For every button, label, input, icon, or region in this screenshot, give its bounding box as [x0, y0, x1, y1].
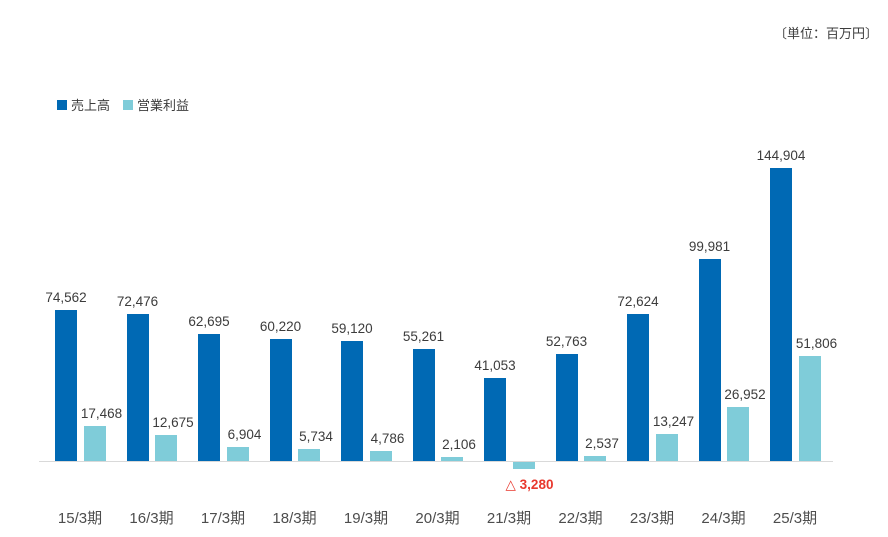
value-label-sales: 59,120 [331, 321, 373, 337]
bar-sales [555, 354, 578, 461]
value-label-profit: 6,904 [227, 427, 262, 443]
value-label-sales: 74,562 [45, 290, 87, 306]
bar-profit-negative [512, 462, 535, 469]
unit-label: 〔単位：百万円〕 [773, 26, 878, 41]
value-label-sales: 144,904 [756, 148, 806, 163]
bar-profit [155, 435, 177, 461]
value-label-profit: 17,468 [80, 405, 123, 421]
legend-item-profit: 営業利益 [123, 95, 189, 114]
bar-sales [198, 334, 220, 461]
x-axis-label: 25/3期 [772, 510, 818, 527]
x-axis-label: 22/3期 [558, 510, 603, 527]
x-axis-label: 19/3期 [343, 510, 389, 527]
bar-sales [627, 314, 649, 461]
bar-sales [341, 341, 363, 461]
legend-swatch-profit [123, 99, 134, 110]
bar-sales [269, 339, 292, 461]
value-label-sales: 72,624 [617, 294, 659, 310]
legend-item-sales: 売上高 [57, 95, 110, 114]
x-axis-label: 23/3期 [629, 510, 675, 527]
value-label-sales: 72,476 [116, 294, 159, 310]
x-axis-label: 21/3期 [486, 510, 532, 527]
chart-legend: 売上高 営業利益 [57, 95, 189, 114]
bar-profit [298, 449, 320, 461]
value-label-profit-negative: △ 3,280 [505, 476, 554, 492]
value-label-profit: 5,734 [299, 429, 333, 445]
bar-sales [484, 377, 506, 461]
x-axis-label: 16/3期 [129, 510, 174, 527]
legend-label-profit: 営業利益 [137, 98, 190, 113]
bar-sales [698, 258, 721, 461]
bar-sales [770, 168, 792, 461]
value-label-profit: 26,952 [724, 386, 766, 402]
value-label-sales: 60,220 [259, 319, 302, 335]
bar-profit [727, 406, 749, 461]
value-label-sales: 55,261 [402, 329, 445, 345]
value-label-profit: 2,106 [442, 436, 476, 452]
x-axis-label: 17/3期 [200, 510, 246, 527]
bar-profit [83, 425, 106, 461]
bar-sales [412, 349, 435, 461]
value-label-profit: 12,675 [152, 415, 194, 431]
value-label-profit: 13,247 [652, 414, 695, 430]
value-label-profit: 51,806 [795, 336, 838, 352]
bar-profit [441, 456, 463, 461]
x-axis-line [39, 461, 833, 462]
bar-profit [226, 447, 249, 461]
x-axis-label: 20/3期 [415, 510, 460, 527]
value-label-sales: 62,695 [188, 314, 230, 330]
x-axis-label: 15/3期 [57, 510, 103, 527]
value-label-sales: 52,763 [545, 334, 588, 350]
bar-profit [369, 451, 392, 461]
bar-sales [55, 310, 77, 461]
bar-sales [126, 314, 149, 461]
bar-profit [798, 356, 821, 461]
value-label-profit: 2,537 [585, 435, 619, 451]
value-label-sales: 99,981 [688, 238, 731, 254]
bar-profit [655, 434, 678, 461]
x-axis-label: 18/3期 [272, 510, 317, 527]
legend-swatch-sales [57, 99, 67, 110]
bar-profit [584, 455, 606, 461]
legend-label-sales: 売上高 [71, 98, 111, 113]
value-label-profit: 4,786 [370, 431, 405, 447]
x-axis-label: 24/3期 [701, 510, 746, 527]
value-label-sales: 41,053 [474, 357, 516, 373]
